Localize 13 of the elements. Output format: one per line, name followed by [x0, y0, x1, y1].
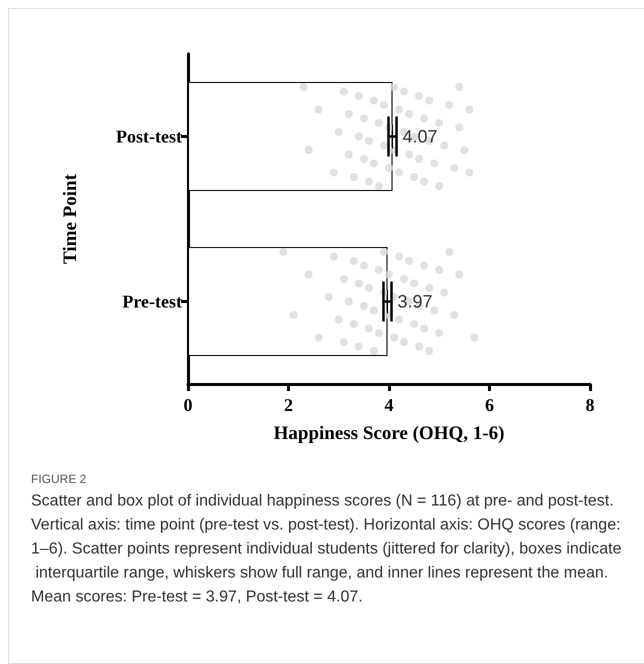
y-tick-label: Pre-test — [122, 292, 182, 312]
x-axis-title: Happiness Score (OHQ, 1-6) — [274, 423, 504, 444]
y-tick-label: Post-test — [116, 126, 182, 146]
x-tick-label: 2 — [284, 395, 293, 415]
x-tick-label: 6 — [485, 395, 494, 415]
x-tick-label: 4 — [384, 395, 394, 415]
x-tick-label: 8 — [586, 395, 594, 415]
data-label: 4.07 — [402, 126, 438, 146]
y-axis-title: Time Point — [60, 173, 81, 264]
x-tick-label: 0 — [184, 395, 192, 415]
data-label: 3.97 — [398, 292, 433, 312]
text: Scatter and box plot of individual happiness scores (N = 116) at pre- and post-test. Vertical axis: time point (pre-test vs. post-test). Horizontal axis: OHQ scores (range: 1–6). Scatter points represent individual students (jittered for clarity), boxes indicate interquartile range, whiskers show full range, and inner lines represent the mean. Mean scores: Pre-test = 3.97, Post-test = 4.07. — [31, 492, 625, 606]
caption: FIGURE 2 — [31, 472, 87, 486]
